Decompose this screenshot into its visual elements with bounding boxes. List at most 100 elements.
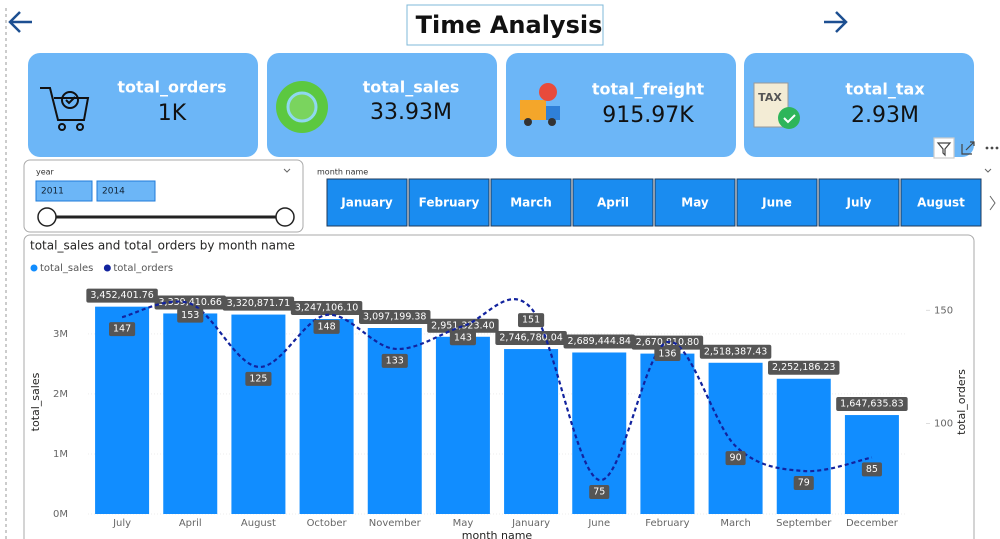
x-tick-label: June <box>587 518 610 529</box>
data-label-box <box>359 310 431 325</box>
data-label-box <box>699 344 772 359</box>
forward-arrow[interactable] <box>824 11 848 33</box>
month-button-label: July <box>846 196 872 210</box>
data-label-box <box>725 451 746 466</box>
x-tick-label: July <box>112 518 131 529</box>
month-button-label: August <box>917 196 965 210</box>
x-tick-label: February <box>645 518 689 529</box>
card-value: 1K <box>158 101 187 126</box>
y2-axis-title: total_orders <box>955 369 968 435</box>
y-tick-label: 0M <box>53 509 68 520</box>
dropdown[interactable] <box>984 168 992 173</box>
data-label: 85 <box>866 464 878 475</box>
bar <box>95 306 150 514</box>
legend-label: total_orders <box>113 263 173 274</box>
month-button[interactable] <box>572 178 654 227</box>
month-button-label: February <box>419 196 480 210</box>
data-label-box <box>563 334 635 349</box>
data-label: 3,452,401.76 <box>90 290 153 301</box>
legend-marker <box>30 264 38 272</box>
data-label: 148 <box>318 321 336 332</box>
bar <box>299 318 354 514</box>
bar <box>708 362 763 514</box>
data-label: 75 <box>593 487 605 498</box>
card <box>506 53 736 157</box>
data-label: 136 <box>658 349 676 360</box>
month-button[interactable] <box>490 178 572 227</box>
x-tick-label: September <box>776 518 832 529</box>
title-box <box>406 4 604 46</box>
data-label: 2,518,387.43 <box>704 346 767 357</box>
card-label: total_sales <box>363 78 460 97</box>
card <box>28 53 258 157</box>
data-label-box <box>768 360 840 375</box>
card <box>267 53 497 157</box>
month-button-label: April <box>597 196 629 210</box>
month-button[interactable] <box>326 178 408 227</box>
chart-title: total_sales and total_orders by month na… <box>30 239 295 253</box>
data-label-box <box>290 300 363 315</box>
month-button[interactable] <box>408 178 490 227</box>
card-value: 2.93M <box>851 103 919 128</box>
data-label-box <box>518 313 545 328</box>
x-tick-label: October <box>307 518 348 529</box>
data-label: 133 <box>386 355 404 366</box>
data-label: 3,097,199.38 <box>363 312 426 323</box>
visual-toolbar[interactable] <box>933 137 999 159</box>
legend-label: total_sales <box>40 263 93 274</box>
dropdown[interactable] <box>283 168 291 173</box>
y-tick-label: 1M <box>53 449 68 460</box>
bar <box>504 349 559 514</box>
data-label-box <box>177 308 204 323</box>
data-label: 151 <box>522 315 540 326</box>
bar <box>435 336 490 514</box>
bar <box>640 353 695 514</box>
year-input[interactable] <box>35 180 93 202</box>
data-label: 2,951,323.40 <box>431 320 494 331</box>
x-tick-label: March <box>720 518 750 529</box>
year-end: 2014 <box>102 187 125 197</box>
y2-tick-label: 100 <box>934 418 953 429</box>
x-tick-label: August <box>241 518 276 529</box>
month-button[interactable] <box>900 178 982 227</box>
scroll-right[interactable] <box>989 195 996 211</box>
x-tick-label: December <box>846 518 899 529</box>
x-axis-title: month name <box>462 529 533 539</box>
data-label: 1,647,635.83 <box>840 399 903 410</box>
month-button-label: June <box>761 196 792 210</box>
data-label: 2,689,444.84 <box>568 336 631 347</box>
month-button[interactable] <box>654 178 736 227</box>
slider-handle[interactable] <box>37 207 57 227</box>
data-label: 2,746,780.04 <box>499 333 562 344</box>
data-label-box <box>793 476 814 491</box>
card-label: total_tax <box>845 80 925 99</box>
slicer-label: month name <box>317 168 368 177</box>
tax-icon: TAX <box>753 82 800 129</box>
legend-marker <box>103 264 111 272</box>
data-label-box <box>86 288 158 303</box>
sales-icon <box>276 81 328 133</box>
page-title: Time Analysis <box>416 11 603 39</box>
data-label-box <box>427 318 499 333</box>
month-button[interactable] <box>818 178 900 227</box>
y-axis-title: total_sales <box>29 372 42 431</box>
bar <box>231 314 286 514</box>
month-button-label: May <box>681 196 709 210</box>
card-value: 915.97K <box>602 103 694 128</box>
month-button-label: January <box>340 196 393 210</box>
year-input[interactable] <box>96 180 156 202</box>
data-label-box <box>589 485 610 500</box>
data-label-box <box>313 319 340 334</box>
data-label: 147 <box>113 324 131 335</box>
freight-icon <box>520 83 560 126</box>
x-tick-label: May <box>453 518 474 529</box>
data-label-box <box>245 371 272 386</box>
card <box>744 53 974 157</box>
month-button[interactable] <box>736 178 818 227</box>
back-arrow[interactable] <box>8 11 32 33</box>
x-tick-label: April <box>179 518 202 529</box>
data-label-box <box>495 331 567 346</box>
data-label-box <box>109 322 136 337</box>
slider-handle[interactable] <box>275 207 295 227</box>
